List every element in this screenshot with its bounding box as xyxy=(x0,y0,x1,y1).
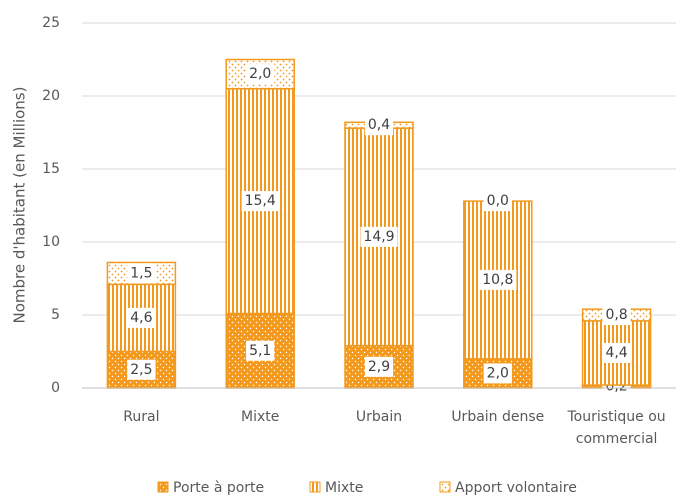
data-label-bg xyxy=(602,342,631,363)
data-label: 2,9 xyxy=(368,359,390,375)
legend-label: Apport volontaire xyxy=(455,480,577,496)
y-tick-label: 15 xyxy=(42,161,60,177)
data-label: 15,4 xyxy=(245,193,276,209)
data-label: 5,1 xyxy=(249,343,271,359)
x-tick-label: Mixte xyxy=(241,409,280,425)
y-tick-label: 20 xyxy=(42,88,60,104)
legend-label: Mixte xyxy=(325,480,363,496)
data-label-bg xyxy=(479,269,517,290)
data-label-bg xyxy=(246,340,275,361)
data-label: 2,0 xyxy=(249,66,271,82)
data-label-bg xyxy=(364,115,394,136)
data-label-bg xyxy=(360,226,398,247)
legend-swatch xyxy=(309,481,321,493)
data-label: 14,9 xyxy=(363,229,394,245)
legend-swatch xyxy=(439,481,451,493)
legend-swatch xyxy=(157,481,169,493)
data-label: 4,4 xyxy=(605,345,627,361)
data-label-bg xyxy=(127,263,156,284)
y-tick-label: 10 xyxy=(42,234,60,250)
data-label: 0,0 xyxy=(487,193,509,209)
data-label-bg xyxy=(483,191,512,212)
data-label: 2,5 xyxy=(130,362,152,378)
x-tick-label: Urbain xyxy=(355,409,403,425)
data-label: 1,5 xyxy=(130,265,152,281)
data-label: 10,8 xyxy=(482,272,513,288)
data-label-bg xyxy=(483,363,512,384)
data-label-bg xyxy=(127,359,156,380)
x-tick-label: Urbain dense xyxy=(451,409,545,425)
x-tick-label: Touristique ou commercial xyxy=(567,409,666,447)
data-label: 4,6 xyxy=(130,310,152,326)
y-tick-label: 25 xyxy=(42,15,60,31)
data-label-bg xyxy=(364,356,394,377)
y-tick-label: 5 xyxy=(51,307,60,323)
data-label: 2,0 xyxy=(487,365,509,381)
data-label: 0,4 xyxy=(368,117,390,133)
data-label-bg xyxy=(602,305,631,325)
data-label-bg xyxy=(127,307,156,328)
data-label-bg xyxy=(246,64,275,85)
y-axis-title: Nombre d'habitant (en Millions) xyxy=(11,87,29,324)
data-label-bg xyxy=(241,191,279,212)
legend-label: Porte à porte xyxy=(173,480,264,496)
x-tick-label: Rural xyxy=(123,409,160,425)
y-tick-label: 0 xyxy=(51,380,60,396)
data-label: 0,8 xyxy=(605,307,627,323)
